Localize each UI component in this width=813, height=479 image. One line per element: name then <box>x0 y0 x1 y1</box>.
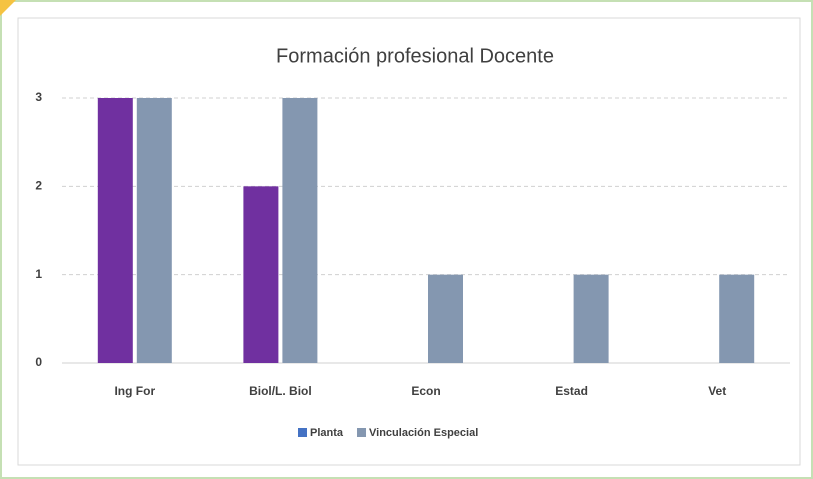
legend-label: Planta <box>310 427 344 439</box>
bar <box>282 98 318 363</box>
y-tick-label: 2 <box>35 179 42 193</box>
bar <box>243 186 279 363</box>
chart-title: Formación profesional Docente <box>276 45 554 67</box>
bar <box>719 274 755 363</box>
x-tick-label: Vet <box>708 384 726 398</box>
legend-label: Vinculación Especial <box>369 427 478 439</box>
bar <box>428 274 463 363</box>
y-tick-label: 3 <box>35 90 42 104</box>
x-tick-label: Ing For <box>114 384 155 398</box>
y-tick-label: 1 <box>35 267 42 281</box>
corner <box>0 0 16 16</box>
legend-swatch <box>357 428 367 437</box>
x-tick-label: Estad <box>555 384 588 398</box>
y-tick-label: 0 <box>35 355 42 369</box>
x-tick-label: Biol/L. Biol <box>249 384 312 398</box>
bar <box>573 274 609 363</box>
legend-swatch <box>298 428 307 437</box>
x-tick-label: Econ <box>411 384 440 398</box>
bar <box>97 98 133 363</box>
bar <box>136 98 172 363</box>
